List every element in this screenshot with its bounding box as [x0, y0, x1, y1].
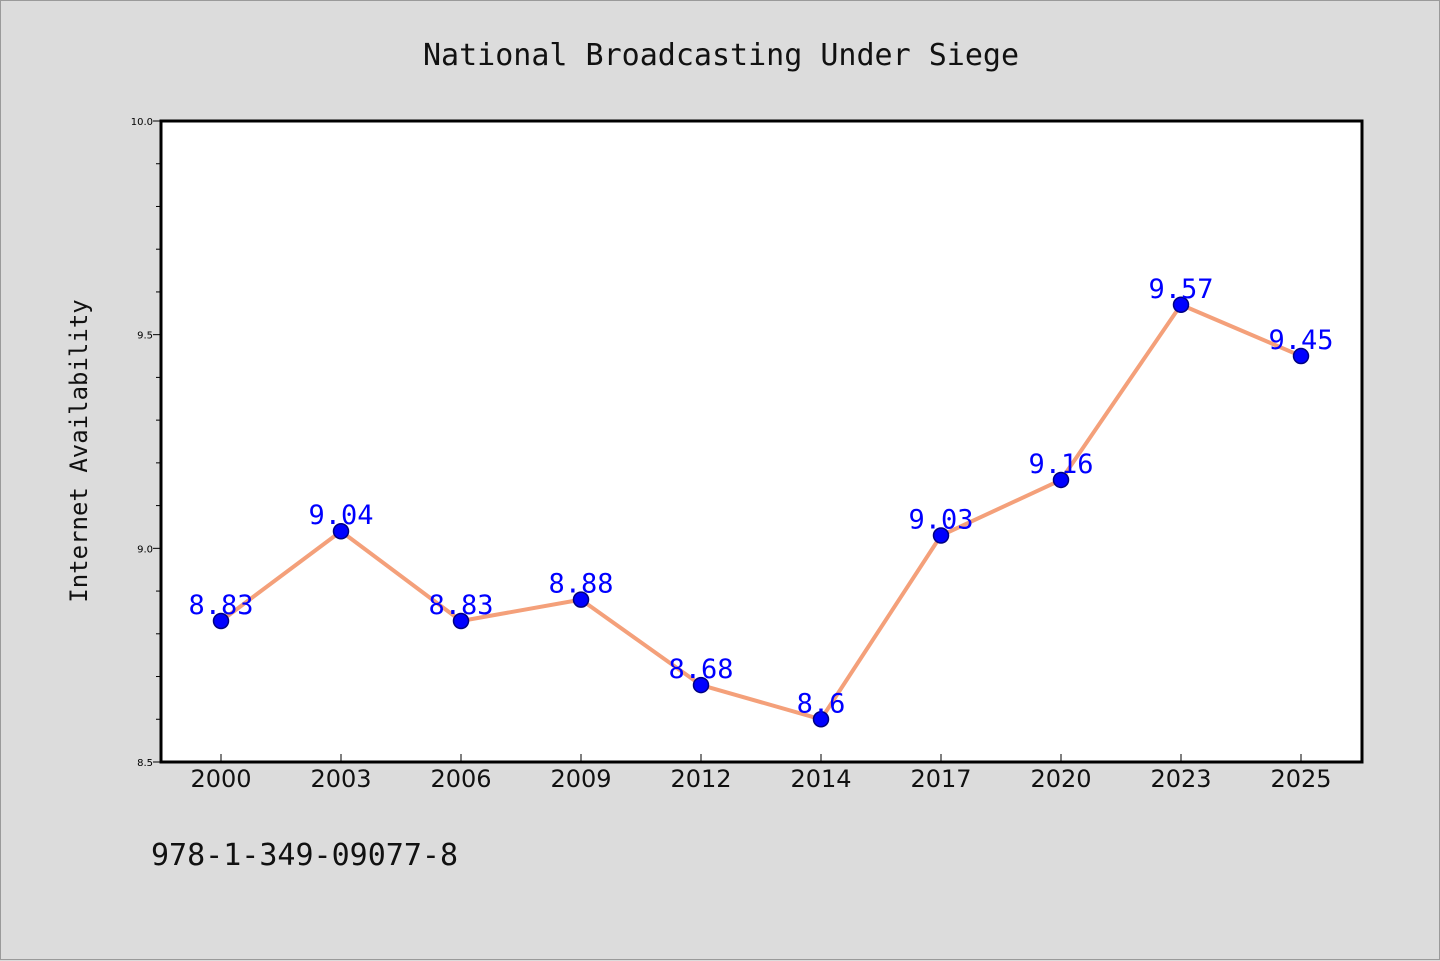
series-line — [219, 302, 1303, 722]
x-tick-label: 2009 — [550, 765, 611, 793]
data-label: 8.6 — [797, 688, 846, 719]
data-point — [332, 522, 350, 540]
data-label: 9.57 — [1148, 274, 1213, 305]
series-internet-availability — [212, 296, 1310, 728]
data-label: 9.03 — [908, 505, 973, 536]
data-point — [1172, 296, 1190, 314]
y-tick-label: 8.5 — [137, 758, 153, 769]
data-point — [572, 591, 590, 608]
data-point — [812, 711, 830, 728]
x-tick-label: 2025 — [1270, 765, 1331, 793]
x-tick-label: 2017 — [910, 765, 971, 793]
x-tick-label: 2006 — [430, 765, 491, 793]
x-tick-label: 2023 — [1150, 765, 1211, 793]
data-label: 8.83 — [188, 590, 253, 621]
data-point — [1052, 471, 1070, 489]
y-tick-label: 9.5 — [137, 331, 153, 342]
data-label: 9.04 — [308, 500, 373, 531]
x-tick-label: 2000 — [190, 765, 251, 793]
y-tick-label: 9.0 — [137, 544, 153, 555]
data-label: 8.83 — [428, 590, 493, 621]
data-label: 9.16 — [1028, 449, 1093, 480]
x-tick-label: 2014 — [790, 765, 851, 793]
data-point — [452, 612, 470, 630]
y-tick-label: 10.0 — [131, 117, 153, 128]
data-point — [1292, 347, 1310, 365]
data-point — [692, 676, 710, 694]
plot-area — [159, 119, 1364, 764]
isbn-label: 978-1-349-09077-8 — [151, 838, 458, 873]
data-point — [212, 612, 230, 630]
x-tick-label: 2020 — [1030, 765, 1091, 793]
x-tick-label: 2012 — [670, 765, 731, 793]
data-label: 8.88 — [548, 569, 613, 600]
data-labels: 8.83 9.04 8.83 8.88 8.68 8.6 9.03 9.16 9.57 9.45 — [188, 274, 1333, 720]
data-label: 8.68 — [668, 654, 733, 685]
chart-title: National Broadcasting Under Siege — [423, 38, 1019, 73]
data-label: 9.45 — [1268, 325, 1333, 356]
y-axis: 8.5 9.0 9.5 10.0 — [131, 117, 161, 769]
x-axis: 2000 2003 2006 2009 2012 2014 2017 2020 2023 2025 — [190, 754, 1332, 793]
x-tick-label: 2003 — [310, 765, 371, 793]
y-axis-label: Internet Availability — [65, 299, 93, 602]
data-point — [932, 527, 950, 544]
